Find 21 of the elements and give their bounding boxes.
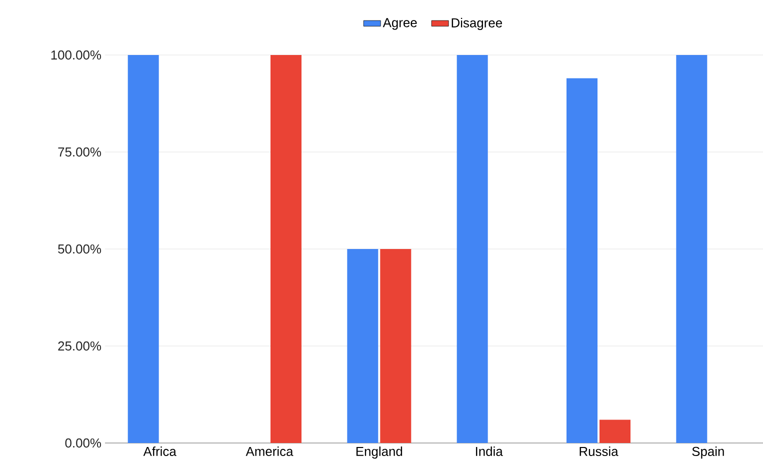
legend-label: Agree [382,18,417,30]
x-tick-label: Russia [580,446,618,456]
bar [270,54,302,443]
bar [599,420,630,443]
bar [380,248,412,443]
y-tick-label: 0.00% [65,438,102,448]
bar [128,54,159,443]
legend-label: Disagree [452,18,502,30]
bar [566,78,598,443]
y-tick-label: 100.00% [51,50,102,60]
y-tick-label: 50.00% [58,244,102,254]
y-tick-label: 25.00% [58,341,102,351]
x-tick-label: Spain [692,446,724,459]
x-tick-label: India [476,446,503,456]
bar [676,54,708,443]
bar [347,248,378,443]
x-tick-label: Africa [143,446,176,456]
x-tick-label: England [356,446,402,459]
x-tick-label: America [246,446,294,456]
bar [456,54,488,443]
y-tick-label: 75.00% [58,147,102,157]
